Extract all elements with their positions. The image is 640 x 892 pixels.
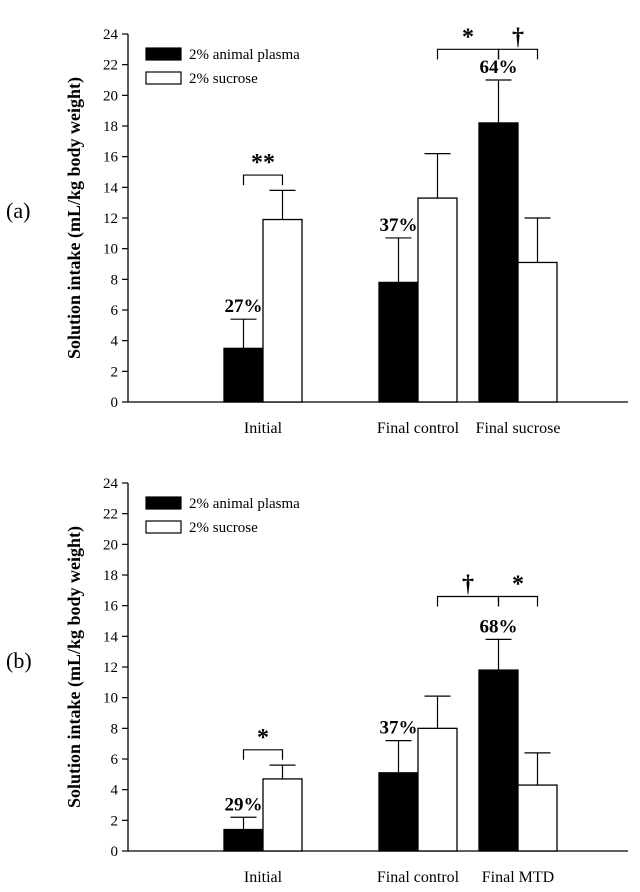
x-tick-label: Final MTD <box>482 869 554 886</box>
significance-bracket <box>497 595 539 607</box>
y-tick-label: 4 <box>111 783 119 799</box>
y-tick-label: 6 <box>111 752 119 768</box>
significance-marker: * <box>512 571 524 597</box>
bar <box>478 122 519 403</box>
y-tick-label: 20 <box>103 88 118 104</box>
y-tick-label: 16 <box>103 150 119 166</box>
y-axis-title: Solution intake (mL/kg body weight) <box>64 526 85 808</box>
y-tick-label: 12 <box>103 211 118 227</box>
legend-label: 2% animal plasma <box>189 496 300 512</box>
panel-label: (b) <box>6 648 32 673</box>
y-tick-label: 14 <box>103 180 119 196</box>
y-tick-label: 22 <box>103 58 118 74</box>
x-tick-label: Final control <box>377 420 460 437</box>
y-tick-label: 14 <box>103 629 119 645</box>
y-tick-label: 8 <box>111 272 119 288</box>
y-tick-label: 2 <box>111 364 119 380</box>
y-tick-label: 10 <box>103 242 118 258</box>
y-tick-label: 22 <box>103 507 118 523</box>
y-tick-label: 12 <box>103 660 118 676</box>
y-tick-label: 16 <box>103 599 119 615</box>
x-tick-label: Initial <box>244 420 283 437</box>
bar <box>478 669 519 852</box>
percent-label: 37% <box>380 215 418 236</box>
y-tick-label: 0 <box>111 395 119 411</box>
bar <box>378 281 419 403</box>
legend-swatch <box>145 47 182 61</box>
percent-label: 64% <box>480 57 518 78</box>
x-tick-label: Final sucrose <box>476 420 561 437</box>
y-tick-label: 0 <box>111 844 119 860</box>
y-tick-label: 10 <box>103 691 118 707</box>
y-tick-label: 18 <box>103 568 118 584</box>
y-tick-label: 24 <box>103 476 119 492</box>
legend-label: 2% sucrose <box>189 520 258 536</box>
bar <box>262 778 303 852</box>
y-axis-title: Solution intake (mL/kg body weight) <box>64 77 85 359</box>
y-tick-label: 8 <box>111 721 119 737</box>
significance-bracket <box>242 749 284 760</box>
legend-label: 2% animal plasma <box>189 47 300 63</box>
percent-label: 68% <box>480 616 518 637</box>
significance-bracket <box>497 48 539 60</box>
x-tick-label: Initial <box>244 869 283 886</box>
legend-swatch <box>145 496 182 510</box>
percent-label: 29% <box>225 794 263 815</box>
y-tick-label: 18 <box>103 119 118 135</box>
significance-bracket <box>436 595 500 607</box>
x-tick-label: Final control <box>377 869 460 886</box>
bar <box>417 727 458 852</box>
significance-marker: † <box>512 24 524 50</box>
legend-label: 2% sucrose <box>189 71 258 87</box>
significance-marker: * <box>462 24 474 50</box>
significance-bracket <box>242 174 284 186</box>
y-tick-label: 4 <box>111 334 119 350</box>
significance-marker: * <box>257 725 269 751</box>
percent-label: 27% <box>225 296 263 317</box>
significance-marker: † <box>462 571 474 597</box>
y-tick-label: 6 <box>111 303 119 319</box>
bar <box>262 218 303 403</box>
y-tick-label: 2 <box>111 813 119 829</box>
significance-marker: ** <box>251 150 275 176</box>
bar <box>223 347 264 403</box>
legend-swatch <box>145 71 182 85</box>
y-tick-label: 24 <box>103 27 119 43</box>
bar <box>378 772 419 852</box>
y-tick-label: 20 <box>103 537 118 553</box>
legend-swatch <box>145 520 182 534</box>
bar <box>517 784 558 852</box>
bar <box>223 828 264 852</box>
percent-label: 37% <box>380 718 418 739</box>
bar <box>417 197 458 403</box>
bar <box>517 261 558 403</box>
panel-label: (a) <box>6 198 30 223</box>
